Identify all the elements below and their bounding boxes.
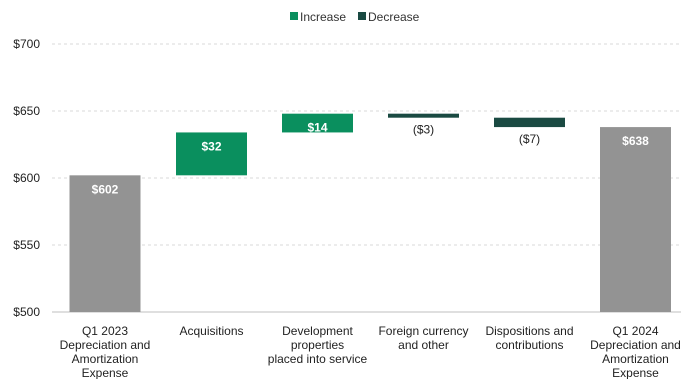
bar-decrease [494, 117, 565, 128]
y-tick-label: $650 [13, 104, 40, 118]
bar-total [600, 127, 671, 312]
chart-legend: Increase Decrease [290, 10, 420, 24]
x-category-label: Q1 2024 [612, 324, 658, 338]
x-category-label: Foreign currency [378, 324, 468, 338]
bar-decrease [388, 113, 459, 118]
x-category-label: Amortization [602, 352, 669, 366]
x-category-label: Expense [612, 366, 659, 379]
x-category-label: Acquisitions [179, 324, 243, 338]
data-label: $602 [92, 182, 119, 196]
bars [69, 113, 671, 312]
legend-swatch [290, 12, 298, 20]
legend-swatch [358, 12, 366, 20]
x-category-label: Development [282, 324, 353, 338]
legend-label: Decrease [368, 10, 420, 24]
legend-label: Increase [300, 10, 346, 24]
x-category-label: Depreciation and [60, 338, 151, 352]
data-label: $638 [622, 134, 649, 148]
gridlines [52, 43, 681, 313]
x-category-label: placed into service [268, 352, 368, 366]
y-tick-label: $550 [13, 238, 40, 252]
x-category-label: Dispositions and [485, 324, 573, 338]
x-category-label: properties [291, 338, 344, 352]
bar-total [69, 175, 141, 312]
bar-increase [176, 132, 247, 176]
x-category-label: Expense [82, 366, 129, 379]
x-category-label: and other [398, 338, 449, 352]
x-category-label: contributions [495, 338, 563, 352]
data-label: ($7) [519, 132, 540, 146]
y-tick-label: $600 [13, 171, 40, 185]
bar-increase [282, 113, 353, 133]
y-tick-label: $700 [13, 37, 40, 51]
y-axis: $700 $650 $600 $550 $500 [13, 37, 40, 319]
data-labels: $602 $32 $14 ($3) ($7) $638 [92, 121, 650, 197]
y-tick-label: $500 [13, 305, 40, 319]
x-category-label: Q1 2023 [82, 324, 128, 338]
x-category-label: Depreciation and [590, 338, 681, 352]
x-category-label: Amortization [72, 352, 139, 366]
data-label: $32 [201, 139, 221, 153]
data-label: $14 [307, 121, 327, 135]
data-label: ($3) [413, 123, 434, 137]
